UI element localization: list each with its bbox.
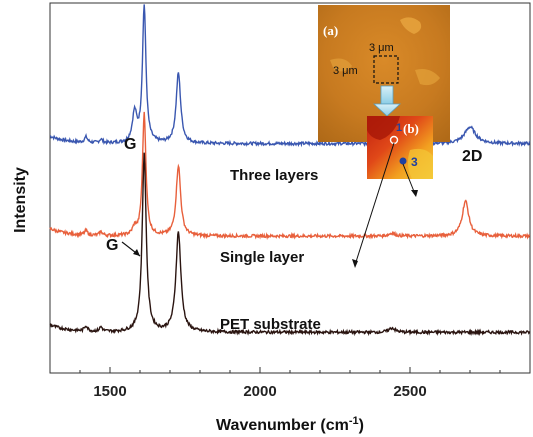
label-single-layer: Single layer xyxy=(220,249,304,266)
series-line-pet-substrate xyxy=(49,152,531,337)
inset-a-label: (a) xyxy=(323,23,338,38)
label-g-peak-single: G xyxy=(106,237,118,254)
x-tick-label: 2000 xyxy=(243,383,276,400)
raman-map-region xyxy=(367,116,400,140)
series-line-three-layers xyxy=(49,4,531,148)
inset-b-label: (b) xyxy=(403,121,419,136)
scan-area-box xyxy=(373,55,399,84)
label-three-layers: Three layers xyxy=(230,167,318,184)
series-layer xyxy=(49,4,531,337)
label-2d-peak: 2D xyxy=(462,148,482,165)
y-axis-title: Intensity xyxy=(12,167,29,233)
scan-height-label: 3 μm xyxy=(333,65,358,77)
pointer-head-three xyxy=(411,190,418,197)
point-3-marker xyxy=(399,157,407,165)
afm-feature xyxy=(415,69,440,86)
series-line-single-layer xyxy=(49,111,531,241)
raman-map-region xyxy=(407,148,433,179)
afm-feature xyxy=(330,58,352,72)
zoom-arrow-shaft xyxy=(380,85,394,105)
label-pet-substrate: PET substrate xyxy=(220,316,321,333)
x-tick-label: 2500 xyxy=(393,383,426,400)
x-axis-title: Wavenumber (cm-1) xyxy=(216,415,364,434)
x-axis-ticks: 1500 2000 2500 xyxy=(49,367,531,400)
zoom-arrow-head xyxy=(372,103,402,117)
point-1-label: 1 xyxy=(396,122,402,134)
pointer-line-three xyxy=(402,163,416,195)
afm-feature xyxy=(400,17,422,34)
scan-width-label: 3 μm xyxy=(369,42,394,54)
inset-raman-map: (b) 1 3 xyxy=(367,116,433,179)
label-g-peak-three: G xyxy=(124,136,136,153)
x-tick-label: 1500 xyxy=(93,383,126,400)
pointer-head-single xyxy=(352,259,358,268)
g-arrow-head xyxy=(133,249,140,256)
point-3-label: 3 xyxy=(411,155,418,169)
pointer-line-single xyxy=(354,142,395,266)
